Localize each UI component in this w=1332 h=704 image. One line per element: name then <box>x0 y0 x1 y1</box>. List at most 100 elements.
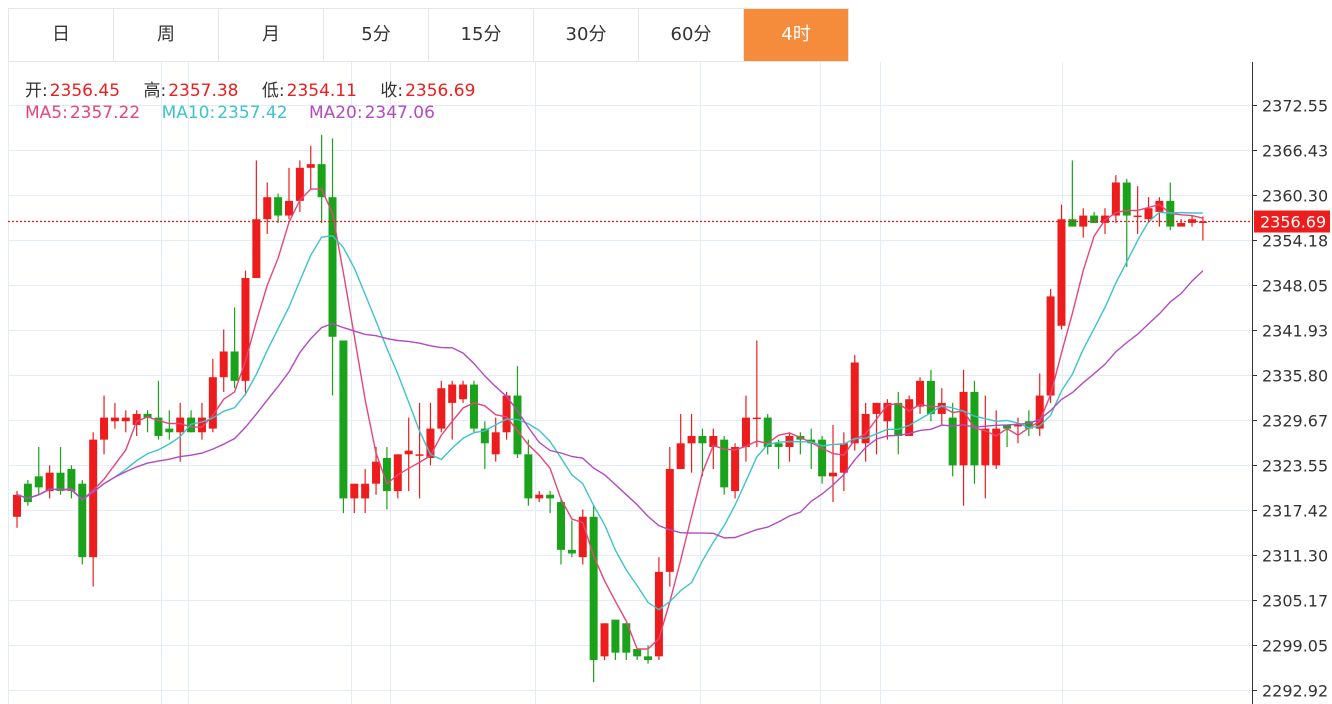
candle-body <box>448 384 457 403</box>
candle-body <box>1133 215 1142 218</box>
current-price-label: 2356.69 <box>1260 213 1326 232</box>
ma5-value: 2357.22 <box>69 103 141 123</box>
candle-body <box>839 443 848 473</box>
candle-body <box>546 494 555 499</box>
candle-body <box>731 446 740 492</box>
candle-body <box>1090 215 1099 223</box>
tab-4hour[interactable]: 4时 <box>744 9 849 61</box>
tab-30min[interactable]: 30分 <box>534 9 639 61</box>
candle-body <box>197 417 206 433</box>
tab-5min[interactable]: 5分 <box>324 9 429 61</box>
y-tick-label: 2341.93 <box>1262 322 1328 341</box>
candle-body <box>121 417 130 422</box>
candle-body <box>34 476 43 488</box>
candle-body <box>89 439 98 558</box>
candle-body <box>926 380 935 414</box>
tab-week[interactable]: 周 <box>114 9 219 61</box>
y-tick-label: 2335.80 <box>1262 367 1328 386</box>
y-tick-label: 2372.55 <box>1262 97 1328 116</box>
candle-body <box>1068 219 1077 227</box>
candle-body <box>829 472 837 477</box>
ma10-label: MA10: <box>161 103 216 123</box>
candle-body <box>56 472 65 492</box>
candle-body <box>1155 200 1164 212</box>
candle-body <box>948 417 957 466</box>
candle-body <box>469 384 478 429</box>
candle-body <box>894 402 903 436</box>
candle-body <box>1198 221 1207 224</box>
candle-body <box>644 656 653 661</box>
candle-body <box>513 395 522 455</box>
candle-body <box>176 417 185 433</box>
candle-body <box>741 417 750 447</box>
candle-body <box>916 380 925 407</box>
candle-body <box>578 516 587 558</box>
candle-body <box>208 377 217 429</box>
candle-body <box>230 351 239 381</box>
candle-body <box>78 483 87 558</box>
candle-body <box>393 454 402 492</box>
ma10-value: 2357.42 <box>217 103 288 123</box>
candle-body <box>1177 222 1186 227</box>
candle-body <box>676 443 685 470</box>
candle-body <box>633 649 642 657</box>
candle-body <box>317 164 326 198</box>
open-label: 开: <box>25 81 48 101</box>
candlestick-chart: 2372.55 2366.43 2360.30 2354.18 2348.05 2341.… <box>8 62 1330 704</box>
candle-body <box>752 417 761 420</box>
candle-body <box>459 384 468 400</box>
candle-body <box>589 516 598 661</box>
candle-body <box>720 439 729 488</box>
candle-body <box>415 454 424 456</box>
candle-body <box>611 619 620 653</box>
candle-body <box>850 362 859 444</box>
candle-body <box>818 439 827 477</box>
candle-body <box>654 571 663 657</box>
candle-body <box>382 457 391 492</box>
tab-month[interactable]: 月 <box>219 9 324 61</box>
candle-body <box>1035 395 1044 429</box>
candle-body <box>295 167 304 201</box>
tab-60min[interactable]: 60分 <box>639 9 744 61</box>
candle-body <box>905 399 914 436</box>
y-tick-label: 2323.55 <box>1262 457 1328 476</box>
y-tick-label: 2305.17 <box>1262 592 1328 611</box>
candle-body <box>339 340 348 499</box>
candle-body <box>524 454 533 499</box>
candle-body <box>600 623 609 657</box>
candle-body <box>491 432 500 455</box>
candle-body <box>1024 421 1033 429</box>
ma5-line <box>16 188 1204 650</box>
ma-info: MA5: 2357.22 MA10: 2357.42 MA20: 2347.06 <box>25 103 437 123</box>
candle-body <box>165 428 174 433</box>
candle-body <box>426 428 435 458</box>
y-tick-label: 2292.92 <box>1262 682 1328 701</box>
ma5-label: MA5: <box>25 103 68 123</box>
candle-body <box>665 469 674 572</box>
candle-body <box>698 435 707 444</box>
candle-body <box>110 417 119 422</box>
candle-body <box>361 483 370 499</box>
candle-body <box>263 197 272 220</box>
candle-body <box>687 435 696 444</box>
y-tick-label: 2311.30 <box>1262 547 1328 566</box>
candle-body <box>1013 424 1022 427</box>
y-tick-label: 2348.05 <box>1262 277 1328 296</box>
candle-body <box>861 413 870 444</box>
candle-body <box>502 395 511 433</box>
candle-body <box>622 623 631 653</box>
open-value: 2356.45 <box>49 81 121 101</box>
candle-body <box>274 197 283 216</box>
tab-day[interactable]: 日 <box>9 9 114 61</box>
candle-body <box>404 450 413 455</box>
candle-body <box>285 200 293 216</box>
tab-15min[interactable]: 15分 <box>429 9 534 61</box>
candle-body <box>67 469 76 492</box>
low-value: 2354.11 <box>286 81 357 101</box>
candle-body <box>1144 208 1153 220</box>
candle-body <box>241 278 250 381</box>
y-tick-label: 2366.43 <box>1262 142 1328 161</box>
candle-body <box>535 494 544 499</box>
y-tick-label: 2329.67 <box>1262 412 1328 431</box>
high-value: 2357.38 <box>168 81 239 101</box>
